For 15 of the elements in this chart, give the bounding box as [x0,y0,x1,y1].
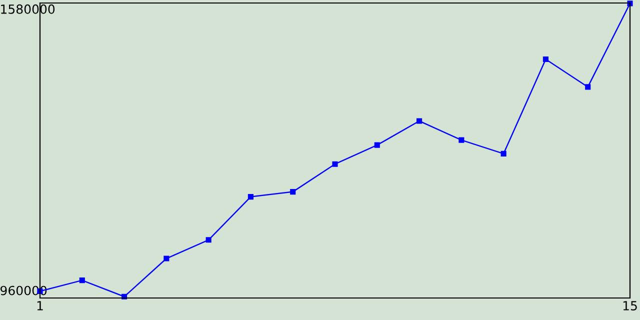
point [458,137,464,143]
x-tick-label: 1 [37,301,43,310]
x-tick-label: 15 [623,301,637,310]
point [374,142,380,148]
point [248,194,254,200]
point [332,161,338,167]
point [627,0,633,6]
point [585,84,591,90]
point [79,278,85,284]
point [542,56,548,62]
point [206,237,212,243]
point [290,189,296,195]
point [416,118,422,124]
point [500,150,506,156]
point [164,256,170,262]
